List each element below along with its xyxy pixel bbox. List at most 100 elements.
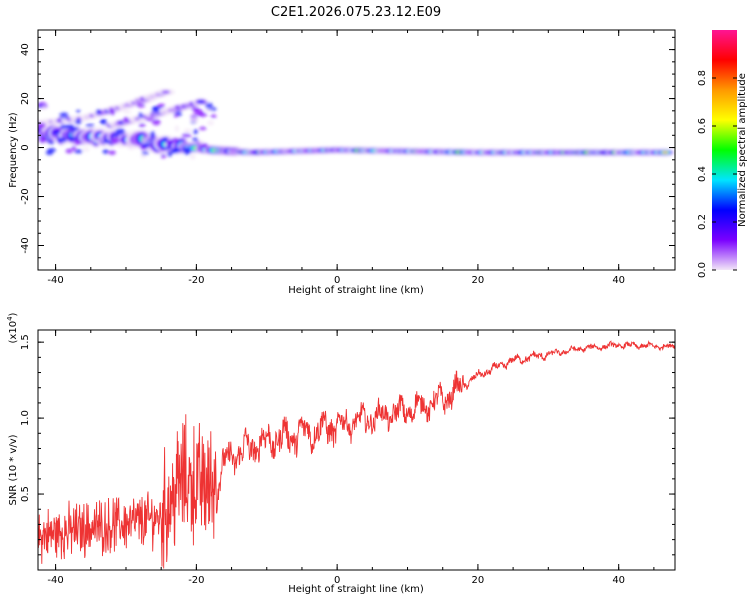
spectrogram-noise — [70, 127, 80, 131]
spectrogram-blob — [663, 151, 668, 154]
spectrogram-noise — [102, 119, 108, 125]
spec-ytick-label: -20 — [20, 188, 31, 204]
spectrogram-noise — [136, 103, 146, 108]
spectrogram-noise — [112, 133, 119, 138]
spectrogram-noise — [74, 118, 82, 125]
spectrogram-noise — [160, 153, 167, 159]
snr-ylabel: SNR (10 * v/v) — [8, 434, 19, 505]
spectrogram-xlabel: Height of straight line (km) — [288, 285, 424, 296]
snr-series-line — [38, 340, 675, 569]
spectrogram-noise — [115, 127, 126, 135]
spectrogram-noise — [83, 147, 90, 152]
spectrogram-noise — [39, 136, 46, 144]
spectrogram-noise — [59, 112, 69, 119]
spectrogram-noise — [138, 112, 144, 119]
snr-xtick-label: -40 — [47, 575, 63, 586]
figure-title: C2E1.2026.075.23.12.E09 — [271, 5, 441, 20]
spectrogram-frame — [37, 29, 676, 271]
spectrogram-noise — [54, 127, 61, 131]
spec-ytick-label: 0 — [20, 144, 31, 150]
spec-xtick-label: -20 — [188, 275, 204, 286]
spectrogram-noise — [198, 140, 205, 144]
spectrogram-noise — [173, 112, 178, 118]
spectrogram-noise — [166, 139, 175, 145]
spectrogram-noise — [116, 144, 126, 148]
snr-ytick-label: 1.5 — [20, 334, 31, 350]
spec-xtick-label: 0 — [334, 275, 340, 286]
spectrogram-noise — [145, 117, 154, 122]
spec-xtick-label: 20 — [472, 275, 485, 286]
colorbar-label: Normalized spectral amplitude — [737, 73, 748, 227]
colorbar-tick-label: 0.4 — [697, 166, 708, 182]
snr-xlabel: Height of straight line (km) — [288, 584, 424, 595]
spectrogram-ticks: -40 -20 0 20 40 40 20 0 -20 -40 — [20, 30, 675, 286]
spec-ytick-label: 20 — [20, 92, 31, 105]
snr-ticks: -40 -20 0 20 40 1.5 1.0 0.5 — [20, 330, 675, 586]
snr-xtick-label: -20 — [188, 575, 204, 586]
spectrogram-blob — [198, 100, 203, 103]
spectrogram-noise — [111, 137, 120, 145]
spectrogram-noise — [141, 143, 151, 148]
spectrogram-noise — [181, 133, 192, 138]
spectrogram-noise — [143, 134, 148, 138]
colorbar-tick-label: 0.6 — [697, 118, 708, 134]
spectrogram-noise — [102, 139, 112, 144]
spectrogram-noise — [38, 130, 42, 134]
spectrogram-noise — [172, 137, 179, 143]
spectrogram-noise — [67, 136, 78, 141]
spectrogram-noise — [183, 148, 192, 155]
spectrogram-blob — [163, 91, 169, 93]
spec-xtick-label: -40 — [47, 275, 63, 286]
spec-ytick-label: -40 — [20, 237, 31, 253]
spectrogram-noise — [167, 151, 173, 157]
spectrogram-noise — [102, 149, 109, 154]
spectrogram-noise — [149, 131, 156, 139]
spectrogram-noise — [122, 118, 130, 123]
spectrogram-noise — [183, 128, 192, 133]
spec-xtick-label: 40 — [612, 275, 625, 286]
colorbar-ticks: 0.0 0.2 0.4 0.6 0.8 — [697, 70, 737, 278]
colorbar-tick-label: 0.2 — [697, 214, 708, 230]
colorbar-tick-label: 0.0 — [697, 262, 708, 278]
snr-background — [38, 330, 675, 570]
spectrogram-noise — [47, 140, 55, 145]
spectrogram-noise — [76, 109, 81, 114]
snr-xtick-label: 0 — [334, 575, 340, 586]
spectrogram-noise — [192, 129, 199, 135]
spectrogram-noise — [65, 148, 73, 154]
spectrogram-noise — [38, 122, 46, 129]
spectrogram-noise — [153, 106, 159, 112]
spectrogram-noise — [152, 118, 161, 126]
spectrogram-noise — [174, 125, 179, 132]
spectrogram-noise — [200, 143, 209, 149]
spectrogram-noise — [74, 149, 83, 154]
spectrogram-noise — [164, 146, 171, 150]
snr-frame — [37, 329, 676, 571]
spectrogram-noise — [197, 112, 208, 117]
spectrogram-noise — [110, 108, 115, 116]
spectrogram-noise — [95, 109, 101, 115]
spectrogram-noise — [41, 105, 47, 111]
colorbar-swatch — [712, 30, 737, 270]
spec-ytick-label: 40 — [20, 43, 31, 56]
spectrogram-ylabel: Frequency (Hz) — [8, 112, 19, 188]
spectrogram-noise — [210, 114, 217, 119]
spectrogram-panel: -40 -20 0 20 40 40 20 0 -20 -40 Height of straigh… — [8, 29, 676, 296]
snr-xtick-label: 40 — [612, 575, 625, 586]
spectrogram-noise — [73, 139, 82, 145]
spectrogram-noise — [207, 120, 215, 126]
spectrogram-noise — [53, 130, 62, 134]
spectrogram-noise — [57, 137, 67, 143]
spectrogram-noise — [170, 147, 180, 154]
spectrogram-heatmap — [38, 88, 675, 160]
spectrogram-noise — [141, 150, 150, 155]
spectrogram-noise — [71, 145, 76, 151]
spectrogram-noise — [190, 117, 199, 124]
snr-panel: -40 -20 0 20 40 1.5 1.0 0.5 Height of straight … — [6, 312, 676, 595]
colorbar: 0.0 0.2 0.4 0.6 0.8 Normalized spectral ampl… — [697, 30, 748, 278]
colorbar-tick-label: 0.8 — [697, 70, 708, 86]
snr-ytick-label: 1.0 — [20, 410, 31, 426]
spectrogram-noise — [189, 153, 196, 160]
spectrogram-noise — [108, 150, 116, 155]
